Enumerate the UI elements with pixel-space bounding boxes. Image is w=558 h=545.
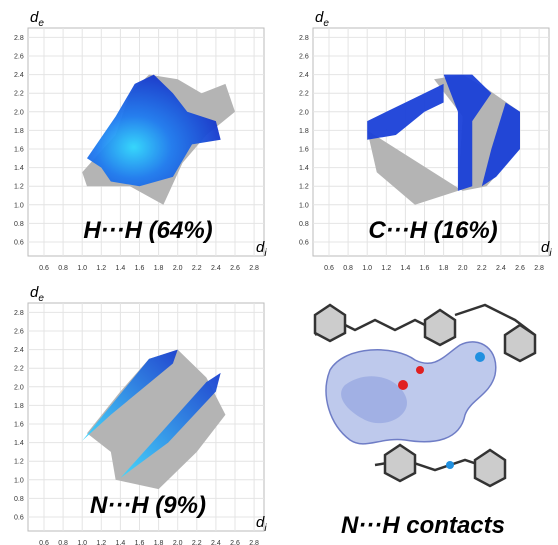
y-tick-label: 2.6 (14, 329, 24, 336)
y-tick-label: 1.2 (299, 184, 309, 191)
y-tick-label: 1.0 (14, 202, 24, 209)
x-tick-label: 1.2 (381, 265, 391, 272)
contact-label: C···H (16%) (368, 217, 497, 244)
x-tick-label: 2.0 (173, 540, 183, 545)
fingerprint-plot: 0.6 0.8 1.0 1.2 1.4 1.6 1.8 2.0 2.2 2.4 2.6 2.8 0.6 0… (299, 9, 552, 272)
x-tick-label: 1.4 (116, 265, 126, 272)
y-tick-label: 2.2 (299, 91, 309, 98)
x-tick-label: 2.0 (173, 265, 183, 272)
contact-region (87, 75, 221, 187)
y-tick-label: 2.4 (14, 72, 24, 79)
y-tick-label: 2.4 (299, 72, 309, 79)
axis-sub: i (264, 248, 267, 259)
x-tick-label: 2.8 (534, 265, 544, 272)
y-tick-label: 1.2 (14, 184, 24, 191)
x-tick-label: 2.4 (211, 265, 221, 272)
fingerprint-plot: 0.6 0.8 1.0 1.2 1.4 1.6 1.8 2.0 2.2 2.4 2.6 2.8 0.6 0… (14, 9, 267, 272)
y-tick-label: 2.2 (14, 91, 24, 98)
y-tick-label: 1.6 (14, 147, 24, 154)
y-tick-label: 1.0 (299, 202, 309, 209)
x-tick-label: 1.4 (116, 540, 126, 545)
axis-sub: e (323, 18, 329, 29)
x-tick-label: 0.6 (324, 265, 334, 272)
x-tick-label: 2.6 (230, 265, 240, 272)
x-tick-label: 1.0 (77, 265, 87, 272)
x-tick-label: 0.6 (39, 540, 49, 545)
y-tick-label: 2.8 (14, 35, 24, 42)
y-axis-label: de (30, 284, 44, 304)
y-tick-label: 1.0 (14, 477, 24, 484)
y-tick-label: 1.4 (14, 440, 24, 447)
x-tick-label: 1.0 (362, 265, 372, 272)
n-atom (446, 461, 454, 469)
figure: N···H contacts 0.6 0.8 1.0 1.2 1.4 1.6 1.8 2.0 2… (0, 0, 558, 545)
y-tick-label: 2.2 (14, 366, 24, 373)
axis-sub: i (549, 248, 552, 259)
x-tick-label: 1.0 (77, 540, 87, 545)
x-tick-label: 0.6 (39, 265, 49, 272)
y-tick-label: 2.8 (14, 310, 24, 317)
y-tick-label: 0.6 (299, 240, 309, 247)
y-axis-label: de (30, 9, 44, 29)
x-tick-label: 2.8 (249, 265, 259, 272)
x-tick-label: 2.2 (477, 265, 487, 272)
y-tick-label: 1.8 (14, 403, 24, 410)
x-tick-label: 0.8 (58, 265, 68, 272)
y-tick-label: 1.4 (299, 165, 309, 172)
y-tick-label: 2.0 (14, 384, 24, 391)
red-spot (398, 380, 408, 390)
x-tick-label: 1.8 (439, 265, 449, 272)
fingerprint-plot: 0.6 0.8 1.0 1.2 1.4 1.6 1.8 2.0 2.2 2.4 2.6 2.8 0.6 0… (14, 284, 267, 545)
x-tick-label: 0.8 (343, 265, 353, 272)
x-tick-label: 1.8 (154, 265, 164, 272)
y-tick-label: 0.8 (14, 496, 24, 503)
hirshfeld-surface: N···H contacts (315, 305, 535, 539)
y-tick-label: 1.8 (299, 128, 309, 135)
y-tick-label: 1.2 (14, 459, 24, 466)
y-tick-label: 2.6 (299, 54, 309, 61)
x-tick-label: 2.4 (496, 265, 506, 272)
y-tick-label: 2.6 (14, 54, 24, 61)
y-tick-label: 2.0 (299, 109, 309, 116)
axis-sub: e (38, 293, 44, 304)
y-tick-label: 2.0 (14, 109, 24, 116)
x-tick-label: 0.8 (58, 540, 68, 545)
x-tick-label: 1.6 (135, 265, 145, 272)
x-tick-label: 2.0 (458, 265, 468, 272)
y-tick-label: 2.8 (299, 35, 309, 42)
y-tick-label: 2.4 (14, 347, 24, 354)
x-tick-label: 2.8 (249, 540, 259, 545)
x-tick-label: 2.6 (515, 265, 525, 272)
y-tick-label: 0.8 (299, 221, 309, 228)
x-tick-label: 1.8 (154, 540, 164, 545)
x-tick-label: 2.2 (192, 540, 202, 545)
y-tick-label: 0.6 (14, 240, 24, 247)
contact-label: H···H (64%) (83, 217, 212, 244)
axis-sub: i (264, 523, 267, 534)
x-tick-label: 1.4 (401, 265, 411, 272)
x-tick-label: 1.6 (135, 540, 145, 545)
x-tick-label: 1.2 (96, 540, 106, 545)
n-atom (475, 352, 485, 362)
surface-caption: N···H contacts (341, 512, 505, 539)
contact-label: N···H (9%) (90, 492, 206, 519)
red-spot (416, 366, 424, 374)
x-tick-label: 2.2 (192, 265, 202, 272)
y-tick-label: 1.8 (14, 128, 24, 135)
y-tick-label: 1.6 (299, 147, 309, 154)
x-tick-label: 2.4 (211, 540, 221, 545)
axis-sub: e (38, 18, 44, 29)
y-tick-label: 1.6 (14, 422, 24, 429)
y-tick-label: 0.6 (14, 515, 24, 522)
y-tick-label: 1.4 (14, 165, 24, 172)
y-axis-label: de (315, 9, 329, 29)
x-tick-label: 1.6 (420, 265, 430, 272)
y-tick-label: 0.8 (14, 221, 24, 228)
x-tick-label: 1.2 (96, 265, 106, 272)
x-tick-label: 2.6 (230, 540, 240, 545)
